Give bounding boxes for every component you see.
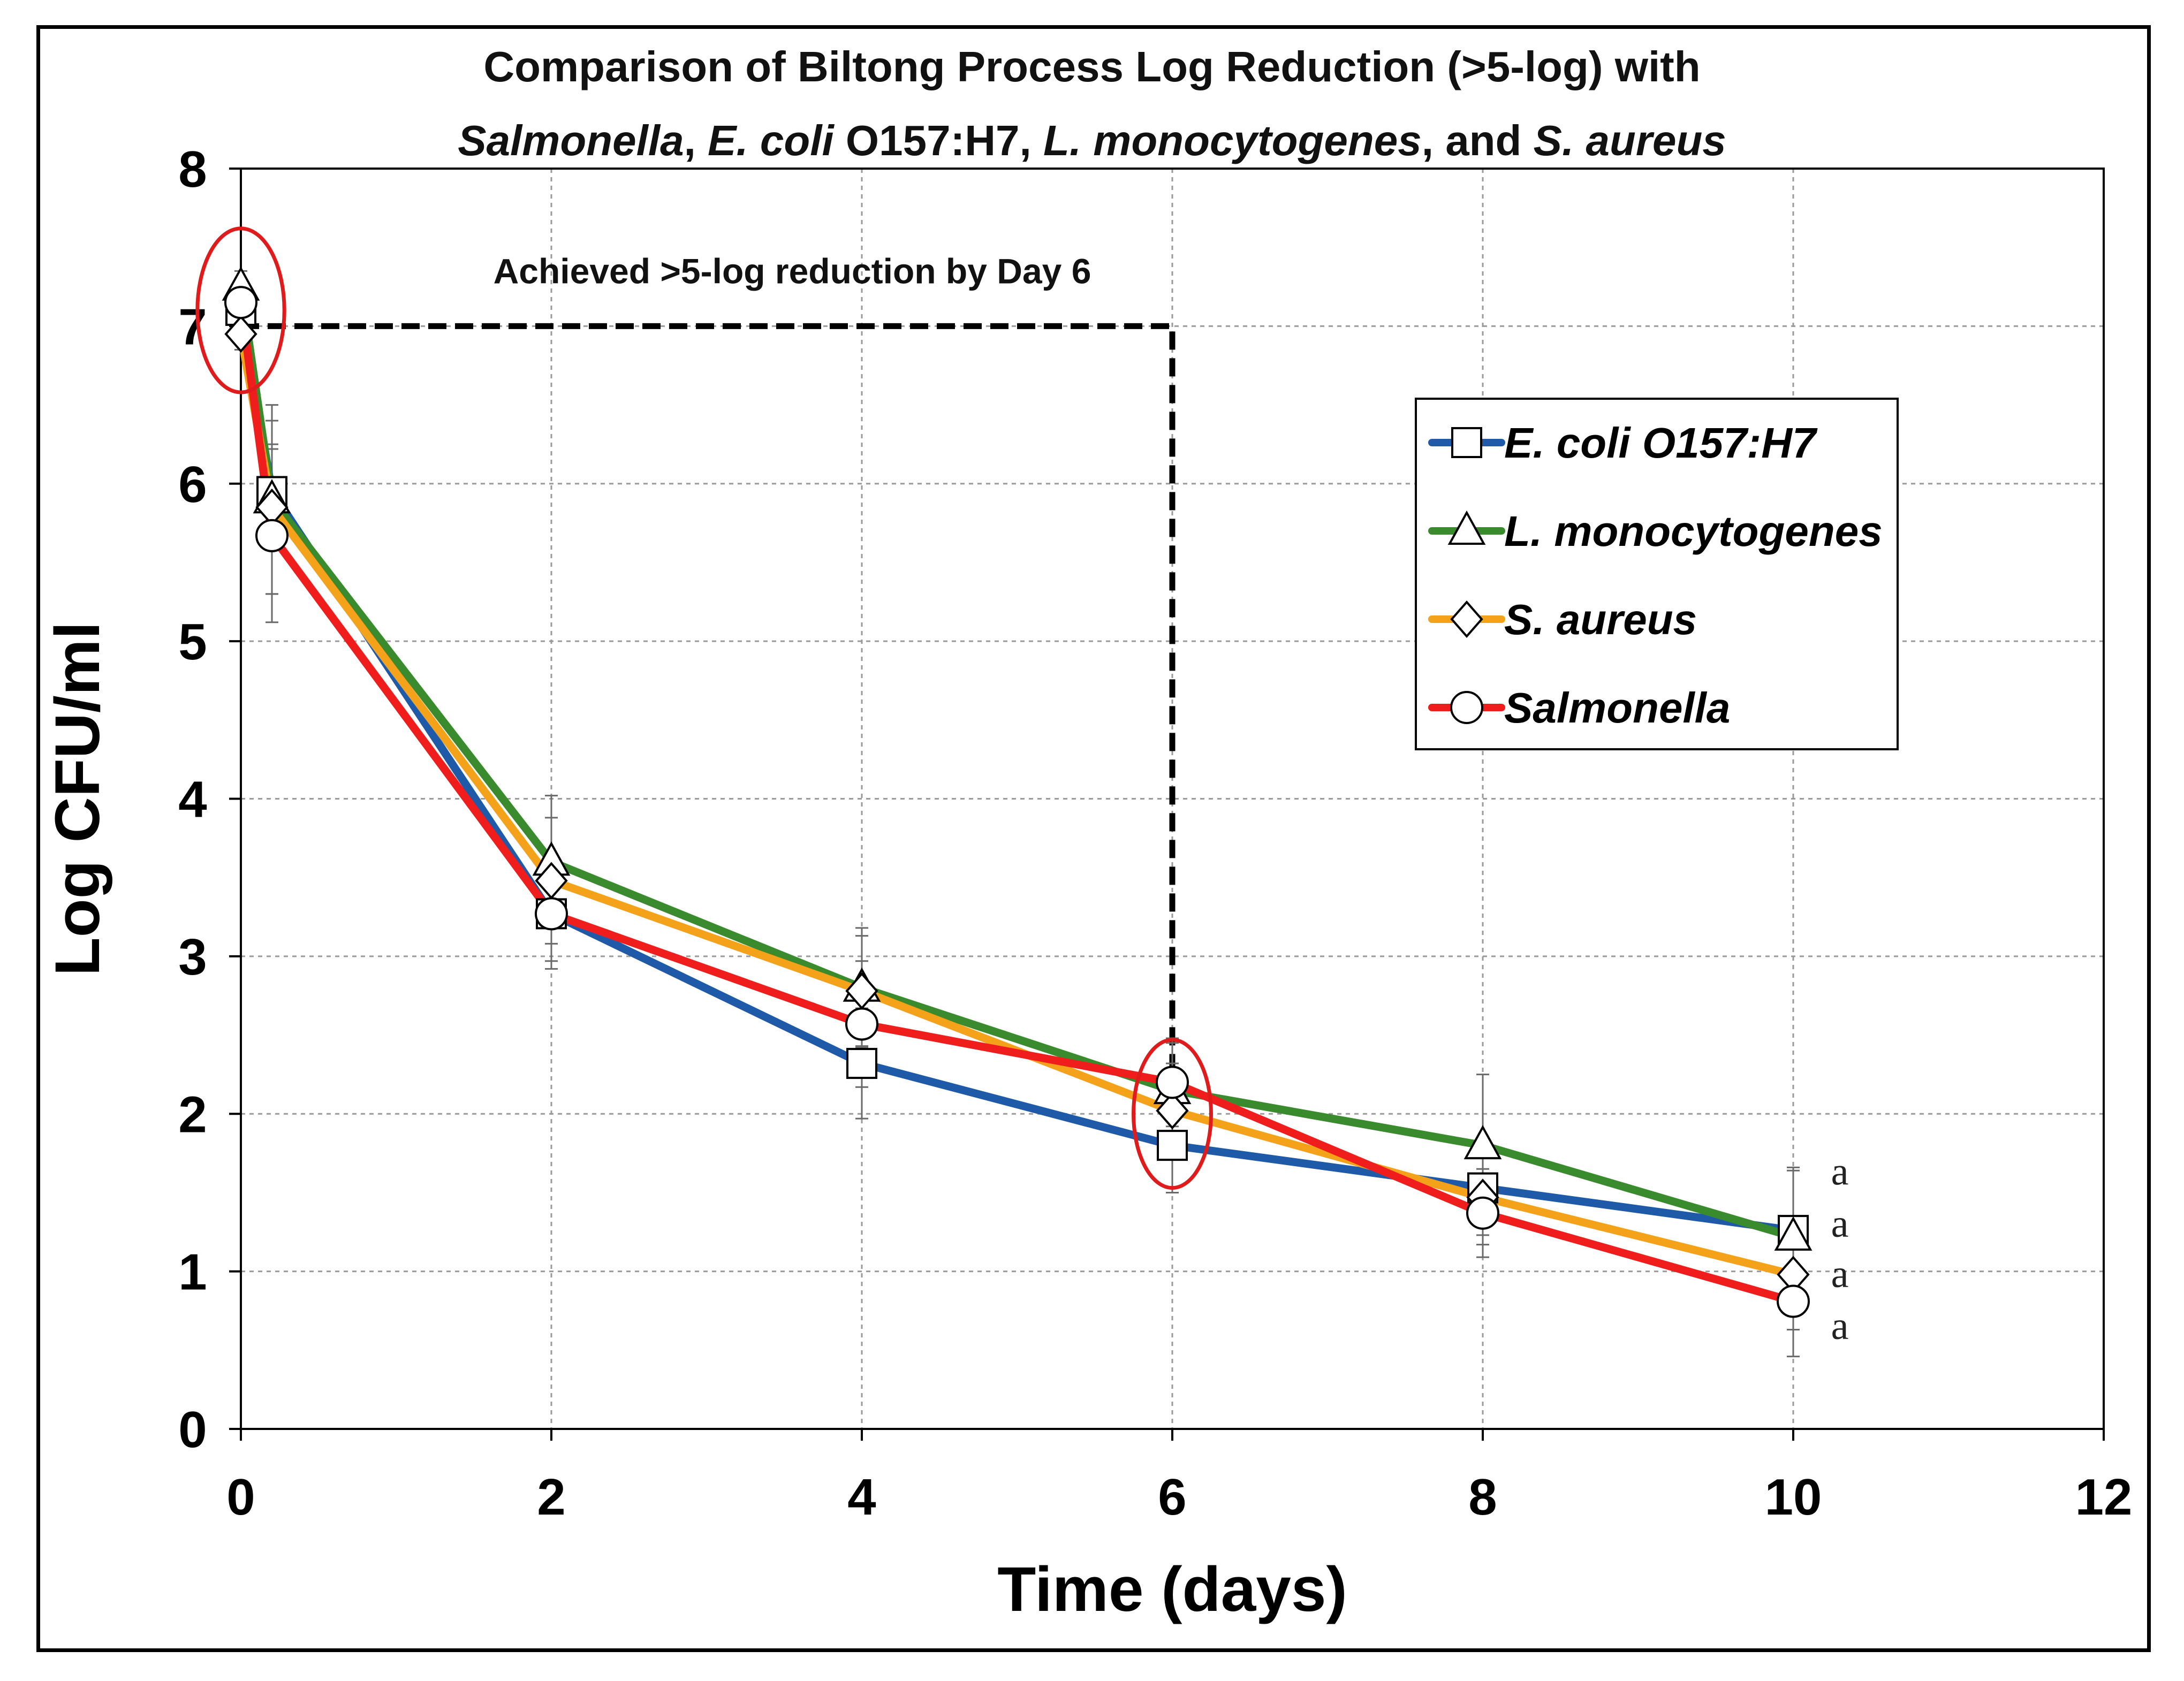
title-part: E. coli [708, 117, 835, 164]
legend-item: L. monocytogenes [1428, 507, 1883, 555]
y-tick-label: 3 [178, 929, 207, 986]
x-tick-label: 8 [1468, 1469, 1497, 1526]
x-tick-label: 2 [537, 1469, 565, 1526]
legend-label: Salmonella [1504, 684, 1730, 732]
y-tick-label: 2 [178, 1086, 207, 1143]
series-markers [224, 286, 1810, 1318]
legend-item: Salmonella [1428, 684, 1730, 732]
legend: E. coli O157:H7 L. monocytogenes S. aureus… [1415, 398, 1899, 750]
x-tick-label: 10 [1765, 1469, 1822, 1526]
significance-letter: a [1831, 1150, 1849, 1194]
series-group [222, 266, 1813, 1358]
data-point-circle [1450, 691, 1483, 724]
legend-box [1415, 398, 1899, 750]
data-point-triangle [1774, 1216, 1813, 1251]
chart-title-line2: Salmonella, E. coli O157:H7, L. monocyto… [458, 117, 1726, 164]
title-part: Salmonella [458, 117, 684, 164]
data-point-square [846, 1048, 877, 1079]
significance-letter: a [1831, 1252, 1849, 1296]
data-point-triangle [1463, 1124, 1502, 1160]
data-point-diamond [1450, 600, 1483, 638]
annotation-dashed-line [241, 323, 1176, 1083]
legend-item: E. coli O157:H7 [1428, 419, 1818, 467]
title-part: , [684, 117, 708, 164]
significance-letter: a [1831, 1304, 1849, 1348]
data-point-circle [845, 1007, 878, 1041]
data-point-circle [535, 897, 568, 931]
y-tick-label: 5 [178, 613, 207, 671]
highlight-ellipses [195, 226, 1213, 1190]
data-point-triangle [1447, 510, 1486, 545]
y-axis-title: Log CFU/ml [42, 621, 113, 976]
y-tick-label: 6 [178, 456, 207, 513]
annotation-text: Achieved >5-log reduction by Day 6 [494, 251, 1091, 291]
data-point-diamond [224, 315, 257, 353]
title-part: S. aureus [1534, 117, 1726, 164]
data-point-circle [1156, 1066, 1189, 1099]
x-tick-label: 12 [2075, 1469, 2133, 1526]
x-tick-label: 6 [1158, 1469, 1186, 1526]
x-tick-label: 4 [847, 1469, 876, 1526]
annotation-group: Achieved >5-log reduction by Day 6 [241, 251, 1176, 1083]
data-point-diamond [1156, 1092, 1189, 1130]
legend-item: S. aureus [1428, 596, 1697, 643]
data-point-circle [1466, 1196, 1499, 1230]
chart-title-line1: Comparison of Biltong Process Log Reduct… [483, 43, 1700, 90]
y-tick-label: 1 [178, 1244, 207, 1301]
x-tick-label: 0 [226, 1469, 255, 1526]
x-axis-title: Time (days) [997, 1554, 1347, 1625]
legend-label: E. coli O157:H7 [1504, 419, 1818, 467]
title-part: L. monocytogenes [1043, 117, 1422, 164]
legend-label: S. aureus [1504, 596, 1697, 643]
title-part: , and [1422, 117, 1534, 164]
y-tick-label: 8 [178, 141, 207, 198]
data-point-circle [224, 286, 257, 320]
data-point-circle [255, 519, 289, 552]
y-tick-label: 0 [178, 1401, 207, 1458]
highlight-ellipse [1132, 1038, 1213, 1190]
highlight-ellipse [195, 226, 286, 394]
data-point-square [1451, 427, 1482, 458]
legend-label: L. monocytogenes [1504, 507, 1883, 555]
title-part: O157:H7, [834, 117, 1043, 164]
y-tick-label: 4 [178, 771, 207, 828]
data-point-circle [1777, 1284, 1810, 1318]
data-point-square [1157, 1130, 1188, 1161]
significance-letter: a [1831, 1202, 1849, 1246]
